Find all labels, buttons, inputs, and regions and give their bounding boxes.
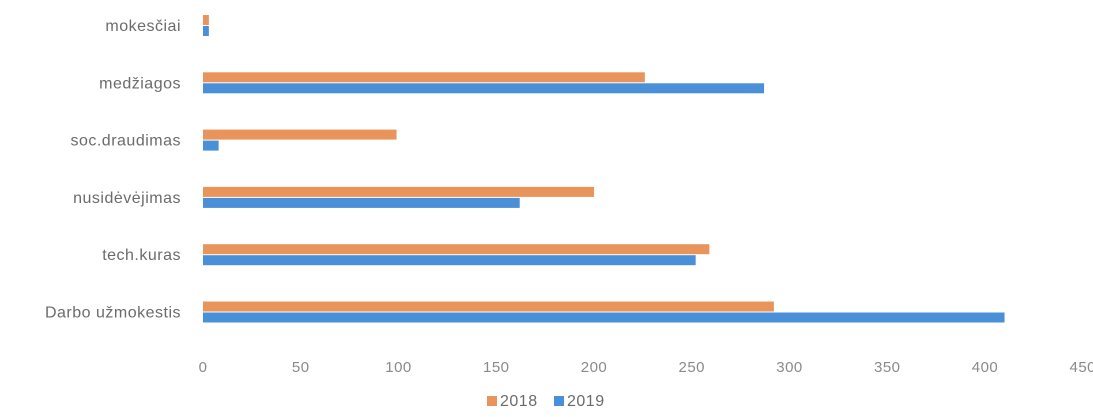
legend-label-2019: 2019 <box>567 393 605 410</box>
x-tick-label-0: 0 <box>199 359 208 376</box>
category-labels: mokesčiai medžiagos soc.draudimas nusidėvėj… <box>45 18 181 322</box>
category-label-med-iagos: medžiagos <box>99 75 181 92</box>
legend-label-2018: 2018 <box>500 393 538 410</box>
bar-2018-med-iagos <box>203 72 645 83</box>
bar-2018-tech-kuras <box>203 244 710 255</box>
category-label-mokes-iai: mokesčiai <box>105 18 181 35</box>
bar-2018-soc-draudimas <box>203 129 397 140</box>
x-tick-label-250: 250 <box>678 359 705 376</box>
legend: 2018 2019 <box>487 393 605 410</box>
bar-2019-med-iagos <box>203 83 765 94</box>
bar-2019-nusid-v-jimas <box>203 197 520 208</box>
bar-2019-soc-draudimas <box>203 140 219 151</box>
legend-swatch-2018 <box>487 396 497 406</box>
x-tick-label-100: 100 <box>385 359 412 376</box>
x-tick-label-450: 450 <box>1069 359 1093 376</box>
bar-2019-tech-kuras <box>203 255 696 266</box>
category-label-soc-draudimas: soc.draudimas <box>70 133 181 150</box>
x-axis-tick-labels: 0 50 100 150 200 250 300 350 400 450 <box>199 359 1093 376</box>
x-tick-label-350: 350 <box>874 359 901 376</box>
x-tick-label-50: 50 <box>292 359 310 376</box>
category-label-tech-kuras: tech.kuras <box>102 247 181 264</box>
bar-2018-mokes-iai <box>203 15 209 25</box>
category-label-darbo-u-mokestis: Darbo užmokestis <box>45 305 181 322</box>
x-tick-label-150: 150 <box>483 359 510 376</box>
category-label-nusid-v-jimas: nusidėvėjimas <box>73 190 181 207</box>
bar-2019-mokes-iai <box>203 26 209 36</box>
bars-layer <box>203 15 1005 323</box>
bar-2018-darbo-u-mokestis <box>203 301 774 312</box>
x-tick-label-200: 200 <box>581 359 608 376</box>
x-tick-label-300: 300 <box>776 359 803 376</box>
bar-2019-darbo-u-mokestis <box>203 312 1005 323</box>
bar-2018-nusid-v-jimas <box>203 186 594 197</box>
legend-swatch-2019 <box>554 396 564 406</box>
x-tick-label-400: 400 <box>972 359 999 376</box>
